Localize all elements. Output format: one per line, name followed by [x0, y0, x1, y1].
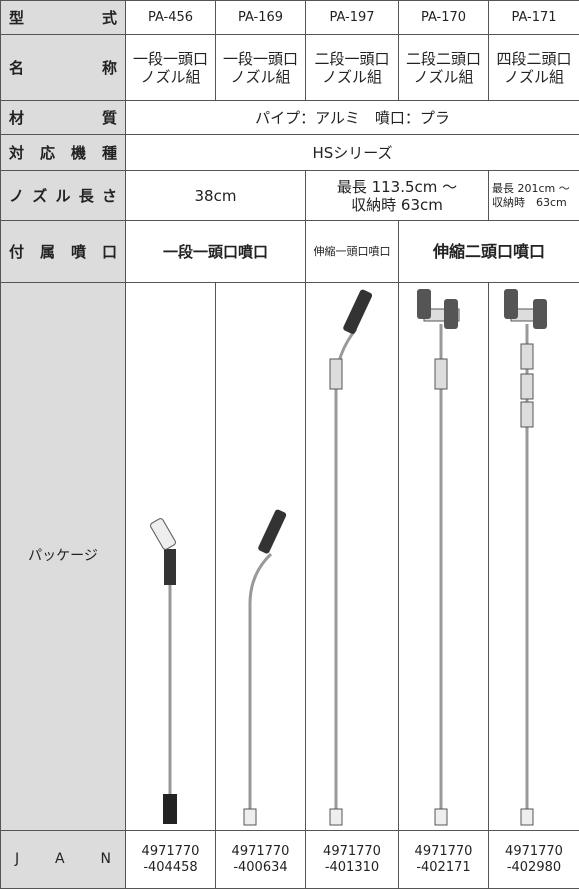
length-line: 収納時 63cm [492, 196, 579, 209]
nozzle-illustration [489, 284, 579, 830]
jan-line: 4971770 [399, 844, 488, 860]
jan-line: 4971770 [126, 844, 215, 860]
row-jan: J A N 4971770-404458 4971770-400634 4971… [1, 831, 579, 889]
jan: 4971770-401310 [306, 831, 399, 889]
nozzle-illustration [306, 284, 398, 830]
name-line: 二段一頭口 [306, 50, 398, 68]
name-line: ノズル組 [489, 68, 579, 86]
length: 38cm [126, 171, 306, 221]
nozzle-illustration [399, 284, 488, 830]
name-line: ノズル組 [306, 68, 398, 86]
row-header: 名称 [1, 35, 126, 101]
row-series: 対応機種 HSシリーズ [1, 135, 579, 171]
row-package: パッケージ [1, 283, 579, 831]
model: PA-197 [306, 1, 399, 35]
jan-line: 4971770 [216, 844, 305, 860]
row-header: パッケージ [1, 283, 126, 831]
package-image [399, 283, 489, 831]
name-line: 一段一頭口 [126, 50, 215, 68]
name-line: 四段二頭口 [489, 50, 579, 68]
package-image [489, 283, 579, 831]
name-line: 一段一頭口 [216, 50, 305, 68]
jan-line: -401310 [306, 860, 398, 876]
name: 四段二頭口ノズル組 [489, 35, 579, 101]
row-model: 型式 PA-456 PA-169 PA-197 PA-170 PA-171 [1, 1, 579, 35]
name: 二段二頭口ノズル組 [399, 35, 489, 101]
nozzle-illustration [126, 284, 215, 830]
model: PA-456 [126, 1, 216, 35]
row-header: 型式 [1, 1, 126, 35]
row-header: 対応機種 [1, 135, 126, 171]
length-line: 最長 201cm ～ [492, 182, 579, 195]
length: 最長 113.5cm ～収納時 63cm [306, 171, 489, 221]
nozzle: 一段一頭口噴口 [126, 221, 306, 283]
package-image [216, 283, 306, 831]
package-image [306, 283, 399, 831]
length: 最長 201cm ～収納時 63cm [489, 171, 579, 221]
name: 二段一頭口ノズル組 [306, 35, 399, 101]
row-name: 名称 一段一頭口ノズル組 一段一頭口ノズル組 二段一頭口ノズル組 二段二頭口ノズ… [1, 35, 579, 101]
row-nozzle: 付属噴口 一段一頭口噴口 伸縮一頭口噴口 伸縮二頭口噴口 [1, 221, 579, 283]
row-header: ノズル長さ [1, 171, 126, 221]
name-line: ノズル組 [216, 68, 305, 86]
name: 一段一頭口ノズル組 [216, 35, 306, 101]
row-material: 材質 パイプ：アルミ 噴口：プラ [1, 101, 579, 135]
model: PA-169 [216, 1, 306, 35]
jan-line: 4971770 [489, 844, 579, 860]
length-line: 収納時 63cm [306, 196, 488, 214]
name-line: 二段二頭口 [399, 50, 488, 68]
jan: 4971770-400634 [216, 831, 306, 889]
package-image [126, 283, 216, 831]
series: HSシリーズ [126, 135, 579, 171]
jan-line: -400634 [216, 860, 305, 876]
model: PA-171 [489, 1, 579, 35]
name-line: ノズル組 [126, 68, 215, 86]
jan-line: 4971770 [306, 844, 398, 860]
jan: 4971770-402171 [399, 831, 489, 889]
jan: 4971770-402980 [489, 831, 579, 889]
jan-line: -402171 [399, 860, 488, 876]
name-line: ノズル組 [399, 68, 488, 86]
row-header: J A N [1, 831, 126, 889]
nozzle: 伸縮一頭口噴口 [306, 221, 399, 283]
row-length: ノズル長さ 38cm 最長 113.5cm ～収納時 63cm 最長 201cm… [1, 171, 579, 221]
model: PA-170 [399, 1, 489, 35]
nozzle-illustration [216, 284, 305, 830]
jan-line: -402980 [489, 860, 579, 876]
material: パイプ：アルミ 噴口：プラ [126, 101, 579, 135]
jan-line: -404458 [126, 860, 215, 876]
nozzle: 伸縮二頭口噴口 [399, 221, 579, 283]
name: 一段一頭口ノズル組 [126, 35, 216, 101]
row-header: 材質 [1, 101, 126, 135]
jan: 4971770-404458 [126, 831, 216, 889]
length-line: 最長 113.5cm ～ [306, 178, 488, 196]
row-header: 付属噴口 [1, 221, 126, 283]
